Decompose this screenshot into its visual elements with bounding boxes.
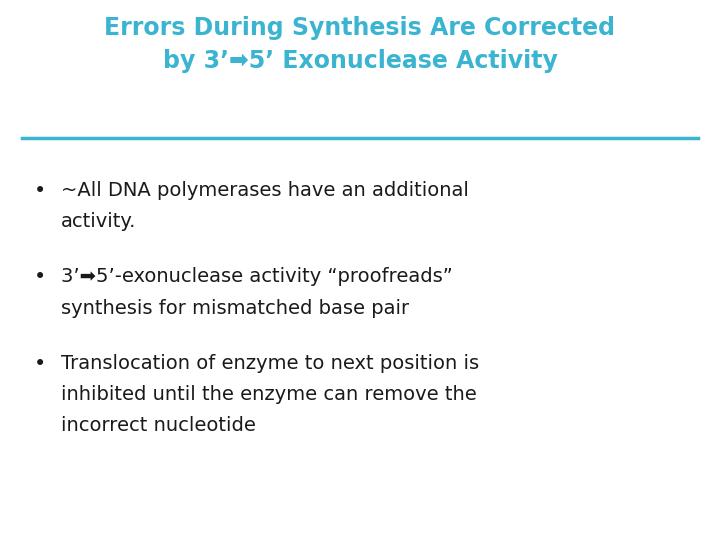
Text: incorrect nucleotide: incorrect nucleotide [61, 416, 256, 435]
Text: inhibited until the enzyme can remove the: inhibited until the enzyme can remove th… [61, 385, 477, 404]
Text: synthesis for mismatched base pair: synthesis for mismatched base pair [61, 299, 410, 318]
Text: •: • [33, 181, 46, 201]
Text: ~All DNA polymerases have an additional: ~All DNA polymerases have an additional [61, 181, 469, 200]
Text: •: • [33, 354, 46, 374]
Text: Translocation of enzyme to next position is: Translocation of enzyme to next position… [61, 354, 480, 373]
Text: 3’➡5’-exonuclease activity “proofreads”: 3’➡5’-exonuclease activity “proofreads” [61, 267, 453, 286]
Text: •: • [33, 267, 46, 287]
Text: Errors During Synthesis Are Corrected
by 3’➡5’ Exonuclease Activity: Errors During Synthesis Are Corrected by… [104, 16, 616, 73]
Text: activity.: activity. [61, 212, 137, 231]
